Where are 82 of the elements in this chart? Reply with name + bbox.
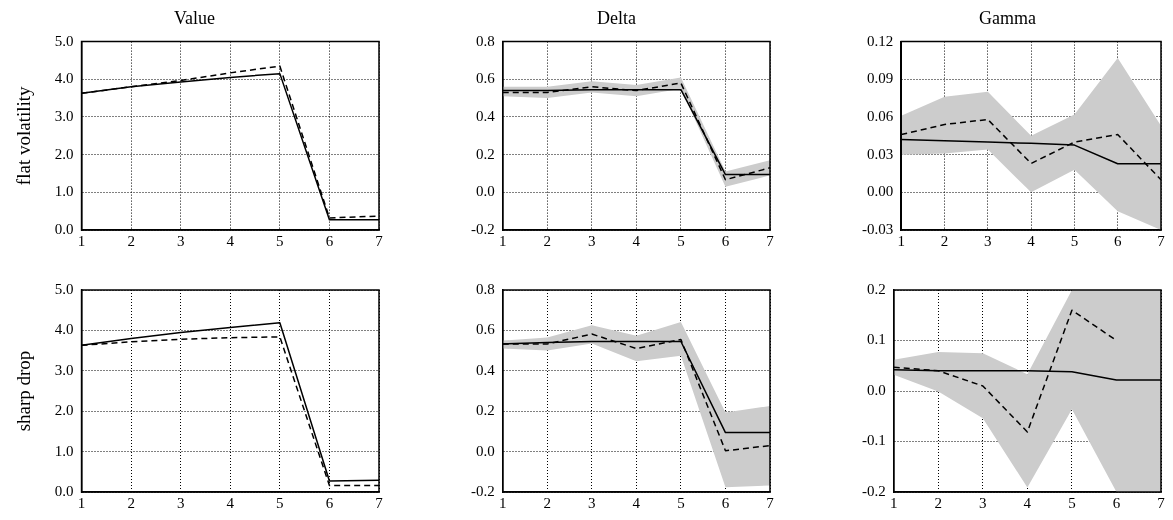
y-tick-label: 0.0 (54, 482, 74, 499)
y-tick-label: 0.8 (476, 280, 495, 297)
y-tick-label: 0.03 (867, 145, 894, 162)
y-tick-label: 0.0 (476, 442, 495, 459)
x-tick-label: 7 (1157, 232, 1166, 249)
x-tick-label: 6 (1112, 494, 1121, 511)
y-tick-label: 0.12 (867, 32, 894, 49)
y-tick-label: -0.03 (862, 220, 894, 237)
x-tick-label: 2 (127, 494, 135, 511)
x-tick-label: 1 (77, 232, 86, 249)
y-tick-label: -0.1 (862, 432, 886, 449)
y-tick-label: -0.2 (862, 482, 886, 499)
x-tick-label: 4 (1027, 232, 1036, 249)
y-tick-label: 1.0 (54, 183, 74, 200)
y-tick-label: -0.2 (471, 220, 495, 237)
y-tick-label: 4.0 (54, 321, 74, 338)
y-tick-label: 0.4 (476, 361, 496, 378)
x-tick-label: 3 (979, 494, 987, 511)
x-tick-label: 3 (984, 232, 992, 249)
x-tick-label: 7 (375, 232, 384, 249)
x-tick-label: 5 (276, 232, 284, 249)
x-tick-label: 4 (226, 494, 235, 511)
x-tick-label: 5 (677, 494, 685, 511)
x-tick-label: 3 (588, 494, 596, 511)
x-tick-label: 4 (632, 494, 641, 511)
x-tick-label: 5 (677, 232, 685, 249)
x-tick-label: 3 (176, 232, 185, 249)
x-tick-label: 7 (766, 494, 775, 511)
x-tick-label: 6 (721, 494, 730, 511)
y-tick-label: 3.0 (54, 361, 74, 378)
y-tick-label: 0.06 (867, 107, 894, 124)
x-tick-label: 1 (499, 494, 507, 511)
x-tick-label: 7 (1157, 494, 1166, 511)
x-tick-label: 1 (77, 494, 86, 511)
x-tick-label: 5 (276, 494, 284, 511)
x-tick-label: 1 (897, 232, 905, 249)
x-tick-label: 6 (721, 232, 730, 249)
y-tick-label: 0.09 (867, 70, 894, 87)
y-tick-label: 0.00 (867, 183, 894, 200)
x-tick-label: 3 (176, 494, 185, 511)
y-tick-label: 5.0 (54, 32, 74, 49)
x-tick-label: 6 (325, 494, 334, 511)
x-tick-label: 4 (226, 232, 235, 249)
y-tick-label: 4.0 (54, 70, 74, 87)
y-tick-label: 5.0 (54, 280, 74, 297)
x-tick-label: 6 (1113, 232, 1122, 249)
y-tick-label: 0.8 (476, 32, 495, 49)
x-tick-label: 4 (1023, 494, 1032, 511)
x-tick-label: 5 (1068, 494, 1076, 511)
y-tick-label: 0.0 (867, 381, 886, 398)
y-tick-label: 0.2 (476, 145, 495, 162)
y-tick-label: 3.0 (54, 107, 74, 124)
x-tick-label: 2 (127, 232, 135, 249)
y-tick-label: 0.6 (476, 70, 496, 87)
x-tick-label: 1 (890, 494, 898, 511)
x-tick-label: 7 (375, 494, 384, 511)
x-tick-label: 6 (325, 232, 334, 249)
y-tick-label: 0.0 (54, 220, 74, 237)
x-tick-label: 2 (934, 494, 943, 511)
x-tick-label: 3 (588, 232, 596, 249)
x-tick-label: 1 (499, 232, 507, 249)
y-tick-label: 0.2 (867, 280, 886, 297)
y-tick-label: 0.4 (476, 107, 496, 124)
y-axis-title: flat volatility (13, 85, 35, 186)
y-tick-label: 0.6 (476, 321, 496, 338)
x-tick-label: 2 (940, 232, 949, 249)
y-axis-title: sharp drop (13, 350, 35, 432)
x-tick-label: 5 (1070, 232, 1079, 249)
y-tick-label: 0.1 (867, 331, 886, 348)
y-tick-label: 0.0 (476, 183, 495, 200)
x-tick-label: 2 (543, 232, 552, 249)
x-tick-label: 4 (632, 232, 641, 249)
x-tick-label: 2 (543, 494, 552, 511)
y-tick-label: 1.0 (54, 442, 74, 459)
y-tick-label: 2.0 (54, 145, 74, 162)
y-tick-label: -0.2 (471, 482, 495, 499)
x-tick-label: 7 (766, 232, 775, 249)
y-tick-label: 2.0 (54, 402, 74, 419)
chart-title: Gamma (979, 7, 1036, 28)
chart-title: Value (174, 7, 215, 28)
chart-title: Delta (597, 7, 636, 28)
y-tick-label: 0.2 (476, 402, 495, 419)
